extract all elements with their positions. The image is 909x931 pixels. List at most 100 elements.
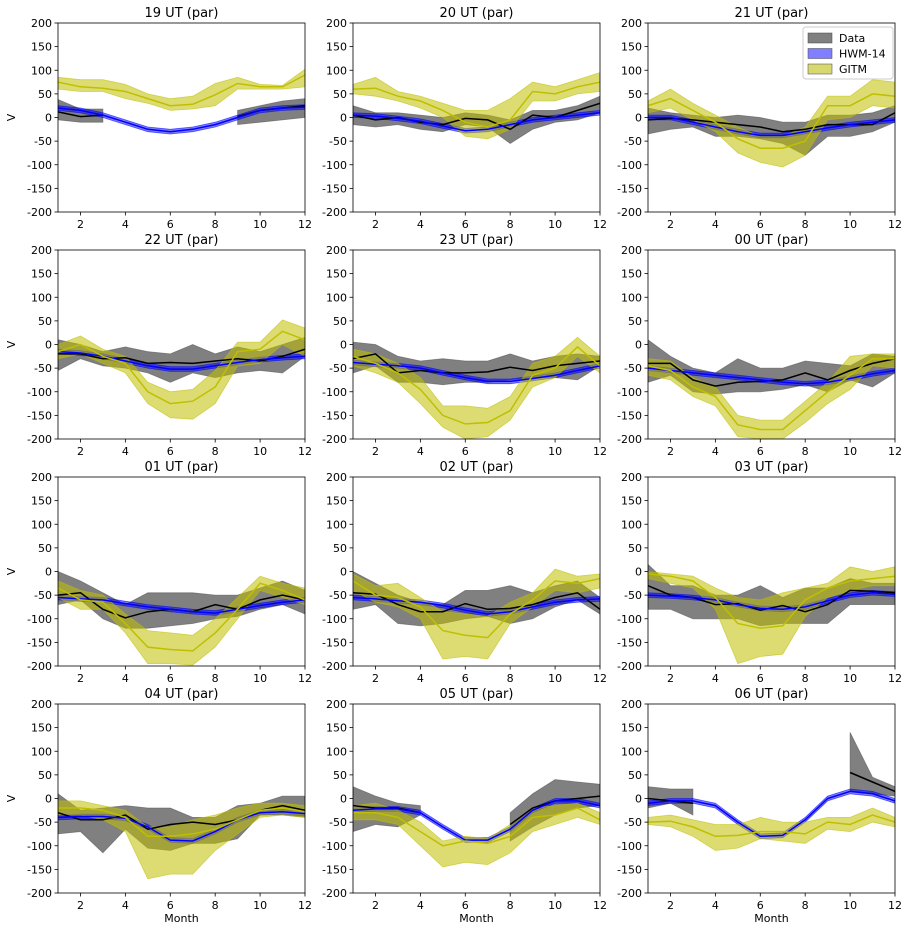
ytick-label: 150 — [326, 268, 347, 281]
legend-label: Data — [839, 32, 865, 45]
ytick-label: 100 — [31, 745, 52, 758]
plot-area — [353, 779, 600, 868]
panel-title: 22 UT (par) — [145, 233, 219, 248]
xtick-label: 4 — [417, 899, 424, 912]
panel-title: 20 UT (par) — [440, 6, 514, 21]
xtick-label: 6 — [462, 445, 469, 458]
xtick-label: 12 — [888, 672, 902, 685]
band-gitm-0 — [353, 802, 600, 868]
ytick-label: -100 — [322, 386, 347, 399]
xtick-label: 10 — [843, 899, 857, 912]
legend-swatch — [807, 48, 833, 59]
ytick-label: 100 — [621, 64, 642, 77]
ytick-label: 50 — [628, 542, 642, 555]
ytick-label: -50 — [624, 135, 642, 148]
xtick-label: 2 — [667, 445, 674, 458]
xlabel: Month — [459, 912, 494, 925]
xtick-label: 6 — [167, 218, 174, 231]
xtick-label: 12 — [298, 218, 312, 231]
ytick-label: 50 — [333, 315, 347, 328]
xtick-label: 8 — [507, 672, 514, 685]
xtick-label: 12 — [888, 218, 902, 231]
ytick-label: 50 — [38, 769, 52, 782]
ytick-label: 100 — [31, 518, 52, 531]
xtick-label: 10 — [253, 672, 267, 685]
line-gitm-0 — [648, 573, 895, 629]
xtick-label: 2 — [77, 218, 84, 231]
ytick-label: -150 — [322, 636, 347, 649]
ytick-label: 150 — [326, 41, 347, 54]
panel-title: 23 UT (par) — [440, 233, 514, 248]
xtick-label: 8 — [212, 445, 219, 458]
band-gitm-0 — [353, 336, 600, 439]
ytick-label: -100 — [27, 386, 52, 399]
ytick-label: -150 — [27, 182, 52, 195]
panel-title: 03 UT (par) — [735, 460, 809, 475]
ylabel: V — [5, 567, 18, 575]
line-hwm14-0 — [353, 596, 600, 615]
line-gitm-0 — [353, 577, 600, 639]
line-hwm14-0 — [58, 106, 305, 133]
plot-area — [648, 79, 895, 168]
ytick-label: -50 — [34, 589, 52, 602]
ytick-label: -100 — [617, 159, 642, 172]
xtick-label: 6 — [757, 899, 764, 912]
ytick-label: 0 — [45, 112, 52, 125]
xtick-label: 6 — [462, 218, 469, 231]
ytick-label: -150 — [27, 863, 52, 876]
xtick-label: 4 — [417, 218, 424, 231]
ytick-label: -100 — [617, 613, 642, 626]
xtick-label: 12 — [888, 899, 902, 912]
ytick-label: 50 — [333, 542, 347, 555]
line-hwm14-0 — [648, 592, 895, 611]
xtick-label: 10 — [843, 672, 857, 685]
line-data-0 — [353, 591, 600, 613]
ytick-label: 200 — [31, 698, 52, 711]
ytick-label: -200 — [27, 433, 52, 446]
ytick-label: -150 — [322, 409, 347, 422]
plot-area — [353, 568, 600, 660]
line-gitm-0 — [648, 357, 895, 431]
ytick-label: -50 — [329, 589, 347, 602]
xtick-label: 6 — [167, 899, 174, 912]
ytick-label: -150 — [617, 863, 642, 876]
panel-2: -200 -150 -100 -50 0 50 100 150 200 2 4 6 8 10 12 20 UT… — [322, 6, 607, 231]
ytick-label: 50 — [333, 769, 347, 782]
ytick-label: 100 — [621, 291, 642, 304]
ytick-label: 150 — [621, 268, 642, 281]
ytick-label: -150 — [617, 182, 642, 195]
xtick-label: 8 — [802, 672, 809, 685]
panel-title: 01 UT (par) — [145, 460, 219, 475]
plot-area — [58, 571, 305, 666]
ytick-label: -200 — [617, 206, 642, 219]
ytick-label: 200 — [326, 244, 347, 257]
legend-label: HWM-14 — [839, 48, 886, 61]
xtick-label: 10 — [843, 218, 857, 231]
ytick-label: 200 — [326, 698, 347, 711]
panel-4: -200 -150 -100 -50 0 50 100 150 200 2 4 6 8 10 12 22 UT… — [5, 233, 312, 458]
panel-3: -200 -150 -100 -50 0 50 100 150 200 2 4 6 8 10 12 21 UT… — [617, 6, 902, 231]
panel-title: 00 UT (par) — [735, 233, 809, 248]
ytick-label: -200 — [322, 206, 347, 219]
xtick-label: 12 — [298, 445, 312, 458]
ytick-label: 0 — [45, 339, 52, 352]
legend-swatch — [807, 63, 833, 75]
panel-title: 02 UT (par) — [440, 460, 514, 475]
plot-area — [648, 732, 895, 851]
xtick-label: 12 — [593, 218, 607, 231]
line-data-0 — [58, 348, 305, 365]
plot-area — [58, 319, 305, 420]
xlabel: Month — [164, 912, 199, 925]
xtick-label: 8 — [802, 445, 809, 458]
xtick-label: 12 — [888, 445, 902, 458]
line-gitm-0 — [353, 807, 600, 847]
ytick-label: 50 — [628, 88, 642, 101]
panel-title: 19 UT (par) — [145, 6, 219, 21]
ytick-label: -50 — [329, 816, 347, 829]
band-gitm-0 — [58, 575, 305, 666]
ytick-label: 200 — [621, 244, 642, 257]
panel-10: -200 -150 -100 -50 0 50 100 150 200 2 4 6 8 10 12 04 UT… — [5, 687, 312, 925]
panel-11: -200 -150 -100 -50 0 50 100 150 200 2 4 6 8 10 12 05 UT… — [322, 687, 607, 925]
xtick-label: 2 — [77, 899, 84, 912]
line-hwm14-0 — [648, 116, 895, 137]
